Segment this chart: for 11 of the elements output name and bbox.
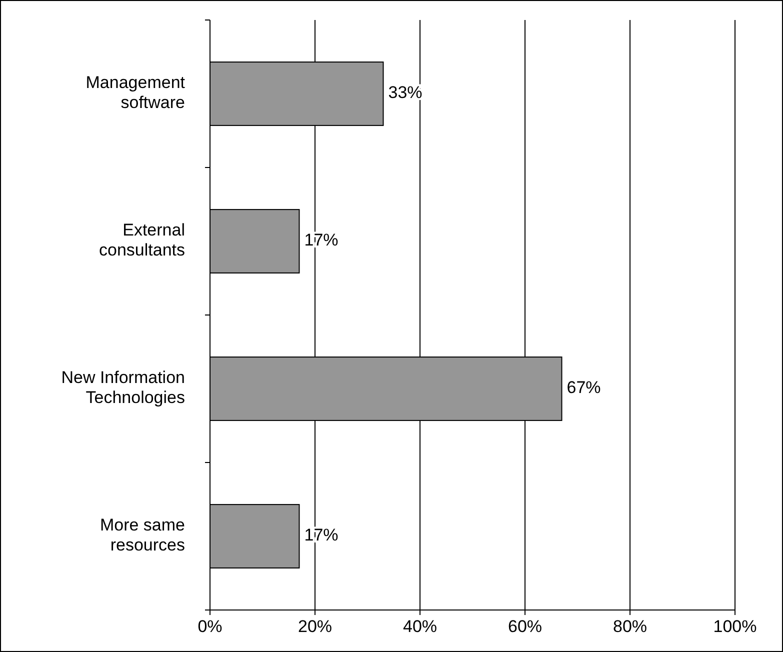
x-tick-label: 40% [402,617,438,636]
y-tick-label: More same resources [100,516,185,555]
y-tick-label: New Information Technologies [61,368,185,408]
data-label: 67% [566,378,601,398]
x-tick-label: 60% [508,617,542,636]
y-tick-label: Management software [86,73,186,112]
x-tick-label: 20% [298,617,332,636]
x-tick-label: 0% [198,617,222,636]
x-tick-label: 80% [612,617,648,636]
x-tick-label: 100% [713,617,757,636]
y-tick-label: External consultants [99,220,185,260]
